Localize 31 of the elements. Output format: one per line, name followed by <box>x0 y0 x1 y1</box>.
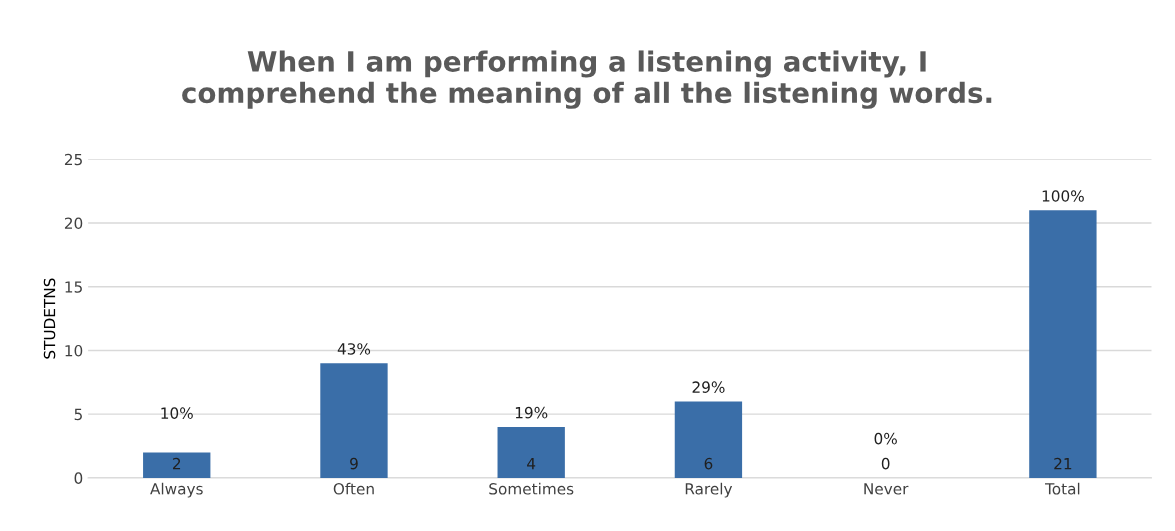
bar <box>320 363 388 478</box>
y-tick-label: 20 <box>64 217 83 230</box>
y-tick-label: 25 <box>64 153 82 166</box>
data-label: 6 <box>704 457 713 470</box>
x-tick-label: Sometimes <box>489 482 574 495</box>
annotation: 10% <box>161 407 193 419</box>
data-label: 2 <box>173 457 181 470</box>
y-tick-label: 10 <box>65 344 83 357</box>
annotation: 29% <box>692 381 725 393</box>
chart-title: When I am performing a listening activity, I comprehend the meaning of all the listening words. <box>182 50 992 109</box>
annotation: 43% <box>337 343 371 355</box>
y-tick-label: 5 <box>74 408 82 421</box>
y-axis-title: STUDETNS <box>43 278 56 359</box>
data-label: 21 <box>1054 457 1072 470</box>
x-tick-label: Always <box>150 482 203 498</box>
data-label: 4 <box>527 458 536 470</box>
annotation: 0% <box>874 432 897 445</box>
x-tick-label: Often <box>333 482 374 495</box>
x-tick-label: Never <box>864 483 909 495</box>
annotation: 19% <box>515 406 548 419</box>
bar <box>143 452 211 478</box>
bar <box>1029 210 1097 478</box>
data-label: 0 <box>881 457 890 470</box>
annotation: 100% <box>1042 190 1084 202</box>
data-label: 9 <box>350 457 358 470</box>
x-tick-label: Rarely <box>685 482 733 498</box>
bar <box>674 401 743 478</box>
x-tick-label: Total <box>1045 482 1080 495</box>
y-tick-label: 15 <box>65 281 82 293</box>
bar <box>497 426 565 478</box>
y-tick-label: 0 <box>74 472 83 484</box>
